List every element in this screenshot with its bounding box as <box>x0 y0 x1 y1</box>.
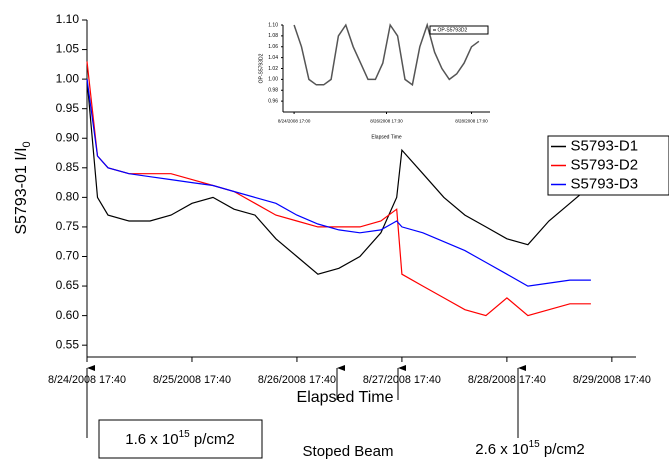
y-tick-label: 0.75 <box>56 219 80 233</box>
legend-box <box>429 25 489 35</box>
y-tick-label: 0.70 <box>56 249 80 263</box>
annotation-text: p/cm2 <box>540 441 585 458</box>
x-tick-label: 8/28/2008 17:00 <box>455 119 488 124</box>
x-tick-label: 8/26/2008 17:40 <box>258 374 336 386</box>
y-tick-label: 1.02 <box>268 66 278 72</box>
legend-label: S5793-D3 <box>571 175 639 192</box>
annotation: 2.6 x 1015 p/cm2 <box>475 439 585 458</box>
y-tick-label: 0.85 <box>56 160 80 174</box>
series-line <box>86 79 591 287</box>
x-axis-label: Elapsed Time <box>297 389 394 406</box>
inset-plot: 0.96 0.98 1.00 1.02 1.04 1.06 1.08 1.10 8/24/200… <box>258 22 490 140</box>
x-axis-label: Elapsed Time <box>371 134 402 140</box>
y-axis-label: OP-S5793D2 <box>258 53 264 83</box>
main-plot: 0.55 0.60 0.65 0.70 0.75 0.80 0.85 0.90 0.95 1.00… <box>48 12 669 386</box>
y-label-subscript: 0 <box>21 141 33 147</box>
y-tick-label: 0.90 <box>56 130 80 144</box>
annotation-text: p/cm2 <box>190 431 235 448</box>
legend-label: OP-S5793D2 <box>438 27 468 33</box>
x-tick-label: 8/29/2008 17:40 <box>573 374 651 386</box>
series-line <box>86 61 591 317</box>
y-label-text: S5793-01 I/I <box>13 147 30 234</box>
y-tick-label: 1.10 <box>56 12 80 26</box>
y-tick-label: 1.06 <box>268 44 278 50</box>
annotation-text: 2.6 x 10 <box>475 441 528 458</box>
y-tick-label: 0.96 <box>268 98 278 104</box>
y-tick-label: 1.05 <box>56 42 80 56</box>
annotation-box <box>98 419 263 459</box>
y-tick-label: 1.08 <box>268 33 278 39</box>
legend-box <box>547 135 669 196</box>
y-tick-label: 0.98 <box>268 88 278 94</box>
x-tick-label: 8/26/2008 17:30 <box>370 119 403 124</box>
annotation: Stoped Beam <box>303 443 394 460</box>
legend-label: S5793-D1 <box>571 137 639 154</box>
y-tick-label: 1.00 <box>56 71 80 85</box>
y-tick-label: 1.00 <box>268 77 278 83</box>
x-tick-label: 8/24/2008 17:00 <box>278 119 311 124</box>
y-tick-label: 1.04 <box>268 55 278 61</box>
series-line <box>86 79 592 275</box>
x-tick-label: 8/25/2008 17:40 <box>153 374 231 386</box>
y-axis-label: S5793-01 I/I0 <box>13 141 33 234</box>
y-tick-label: 0.95 <box>56 101 80 115</box>
y-tick-label: 0.80 <box>56 190 80 204</box>
y-tick-label: 1.10 <box>268 22 278 28</box>
y-tick-label: 0.65 <box>56 278 80 292</box>
x-tick-label: 8/28/2008 17:40 <box>468 374 546 386</box>
x-tick-label: 8/27/2008 17:40 <box>363 374 441 386</box>
annotation-sup: 15 <box>529 439 541 450</box>
series-line <box>293 22 480 87</box>
annotation-sup: 15 <box>179 429 191 440</box>
y-tick-label: 0.55 <box>56 337 80 351</box>
legend-label: S5793-D2 <box>571 156 639 173</box>
y-tick-label: 0.60 <box>56 308 80 322</box>
annotation: 1.6 x 1015 p/cm2 <box>125 429 235 448</box>
annotation-text: 1.6 x 10 <box>125 431 178 448</box>
